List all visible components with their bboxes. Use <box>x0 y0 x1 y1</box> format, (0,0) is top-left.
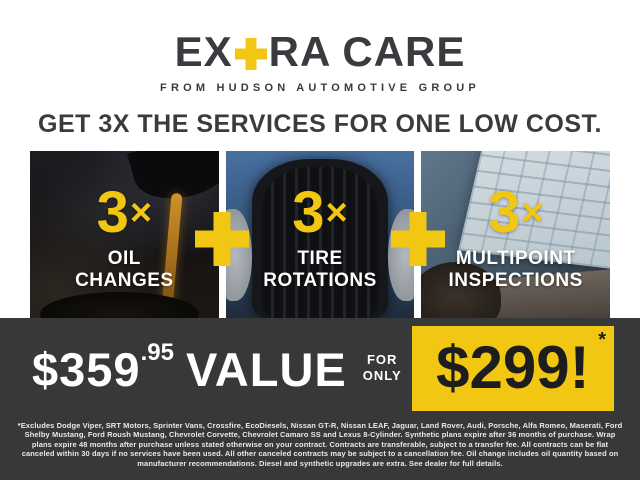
service-label-line1: OIL <box>107 247 141 269</box>
multiplier-3x: 3× <box>97 183 153 242</box>
for-label: FOR <box>366 351 398 367</box>
inspection-laptop-photo <box>421 151 611 318</box>
multipoint-inspections-panel: 3× MULTIPOINT INSPECTIONS <box>421 151 611 318</box>
times-sign: × <box>129 191 153 234</box>
service-label-line2: ROTATIONS <box>263 269 377 291</box>
only-label: ONLY <box>362 368 402 383</box>
service-label: TIRE ROTATIONS <box>263 248 377 292</box>
tire-rotations-overlay: 3× TIRE ROTATIONS <box>226 151 415 318</box>
oil-pour-photo <box>30 151 219 318</box>
multiplier-number: 3 <box>487 179 521 245</box>
service-label-line1: MULTIPOINT <box>455 247 576 269</box>
logo-text-ex: EX <box>174 28 233 75</box>
service-label-line2: CHANGES <box>75 269 174 291</box>
multipoint-inspections-overlay: 3× MULTIPOINT INSPECTIONS <box>421 151 610 318</box>
sale-price: $299! <box>436 334 590 401</box>
times-sign: × <box>521 191 544 234</box>
logo-text-ra-care: RA CARE <box>268 28 466 75</box>
tire-tread-shape <box>261 167 379 318</box>
multiplier-3x: 3× <box>292 183 348 242</box>
service-label-line1: TIRE <box>297 247 343 269</box>
tire-shape <box>251 159 389 318</box>
asterisk: * <box>598 328 606 351</box>
multiplier-number: 3 <box>292 179 325 245</box>
price-row: $359.95 VALUE FOR ONLY $299! * <box>0 318 640 412</box>
brand-header: EX RA CARE FROM HUDSON AUTOMOTIVE GROUP <box>0 0 640 94</box>
value-price-dollars: $359 <box>32 343 141 396</box>
sale-price-box: $299! * <box>411 325 614 411</box>
service-label: OIL CHANGES <box>75 248 174 292</box>
value-label: VALUE <box>185 343 347 396</box>
headline: GET 3X THE SERVICES FOR ONE LOW COST. <box>38 110 602 138</box>
times-sign: × <box>325 191 348 234</box>
offer-band: $359.95 VALUE FOR ONLY $299! * *Excludes … <box>0 318 640 480</box>
oil-changes-panel: 3× OIL CHANGES <box>30 151 219 318</box>
service-label: MULTIPOINT INSPECTIONS <box>449 248 583 292</box>
value-price: $359.95 VALUE <box>32 339 347 397</box>
for-only-label: FOR ONLY <box>363 352 402 385</box>
oil-changes-overlay: 3× OIL CHANGES <box>30 151 219 318</box>
value-price-cents: .95 <box>140 339 174 366</box>
plus-icon <box>235 38 267 70</box>
plus-icon <box>391 212 445 266</box>
tire-rotations-panel: 3× TIRE ROTATIONS <box>225 151 415 318</box>
multiplier-number: 3 <box>96 179 129 245</box>
plus-icon <box>195 212 249 266</box>
brand-logo: EX RA CARE <box>0 0 640 76</box>
multiplier-3x: 3× <box>488 183 544 242</box>
service-panels: 3× OIL CHANGES 3× TI <box>30 151 611 318</box>
brand-tagline: FROM HUDSON AUTOMOTIVE GROUP <box>160 82 480 94</box>
service-label-line2: INSPECTIONS <box>448 269 583 291</box>
disclaimer-text: *Excludes Dodge Viper, SRT Motors, Sprin… <box>17 421 623 468</box>
